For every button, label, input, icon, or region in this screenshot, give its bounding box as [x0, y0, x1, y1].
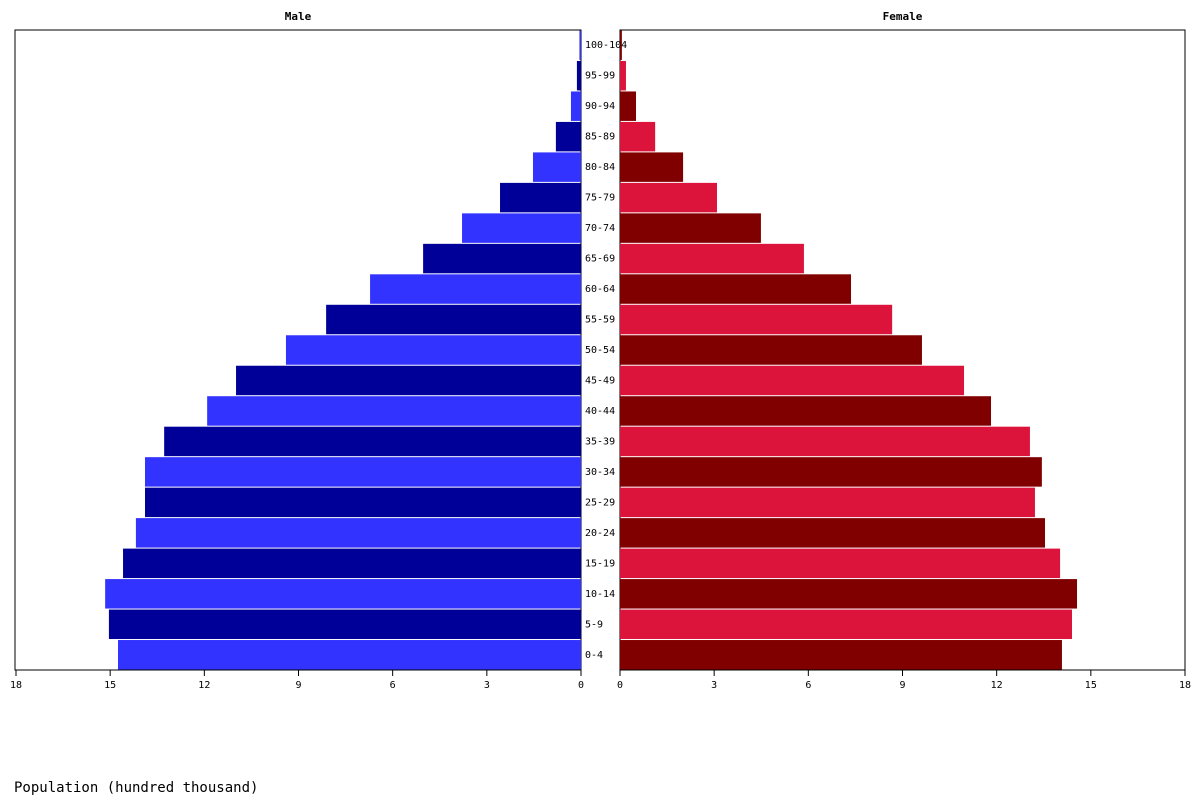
bar: [620, 487, 1035, 518]
x-tick-label: 18: [10, 680, 22, 691]
bar: [555, 121, 581, 152]
bar: [164, 426, 581, 457]
category-label: 65-69: [585, 254, 615, 265]
bar: [423, 243, 581, 274]
bar: [118, 640, 581, 670]
x-tick-label: 15: [104, 680, 116, 691]
x-tick-label: 3: [711, 680, 717, 691]
category-label: 50-54: [585, 345, 615, 356]
bar: [236, 365, 581, 396]
category-label: 55-59: [585, 315, 615, 326]
bar: [500, 182, 581, 213]
category-label: 30-34: [585, 467, 615, 478]
category-label: 0-4: [585, 650, 603, 661]
bar: [620, 396, 992, 426]
category-label: 90-94: [585, 101, 615, 112]
bar: [370, 274, 581, 304]
bar: [145, 457, 581, 487]
bar: [285, 335, 581, 365]
x-tick-label: 3: [484, 680, 490, 691]
category-label: 45-49: [585, 375, 615, 386]
panel-title: Male: [285, 10, 312, 23]
bar: [579, 30, 581, 60]
category-label: 10-14: [585, 589, 615, 600]
x-tick-label: 6: [805, 680, 811, 691]
x-tick-label: 15: [1085, 680, 1097, 691]
category-label: 25-29: [585, 497, 615, 508]
x-tick-label: 0: [617, 680, 623, 691]
x-tick-label: 12: [198, 680, 210, 691]
x-tick-label: 18: [1179, 680, 1191, 691]
bar: [620, 640, 1062, 670]
bar: [576, 60, 581, 91]
bar: [462, 213, 581, 243]
x-tick-label: 0: [578, 680, 584, 691]
bar: [620, 152, 684, 182]
x-tick-label: 9: [295, 680, 301, 691]
bar: [620, 426, 1030, 457]
category-label: 75-79: [585, 193, 615, 204]
category-label: 20-24: [585, 528, 615, 539]
category-label: 80-84: [585, 162, 615, 173]
x-tick-label: 9: [899, 680, 905, 691]
bar: [145, 487, 581, 518]
category-label: 15-19: [585, 558, 615, 569]
bar: [620, 335, 922, 365]
bar: [620, 182, 717, 213]
bar: [620, 91, 637, 121]
bar: [620, 548, 1061, 579]
bar: [620, 274, 852, 304]
bar: [620, 609, 1072, 640]
category-label: 100-104: [585, 40, 627, 51]
bar: [135, 518, 581, 548]
category-label: 70-74: [585, 223, 615, 234]
panel-title: Female: [883, 10, 923, 23]
category-label: 95-99: [585, 71, 615, 82]
bar: [207, 396, 582, 426]
category-label: 85-89: [585, 132, 615, 143]
category-label: 5-9: [585, 619, 603, 630]
bar: [620, 30, 622, 60]
bar: [620, 60, 626, 91]
axis-label: Population (hundred thousand): [14, 780, 258, 796]
bar: [326, 304, 581, 335]
bar: [532, 152, 581, 182]
category-label: 35-39: [585, 436, 615, 447]
bar: [620, 518, 1046, 548]
bar: [620, 121, 656, 152]
category-label: 60-64: [585, 284, 615, 295]
bar: [620, 457, 1042, 487]
bar: [620, 579, 1078, 609]
bar: [105, 579, 582, 609]
bar: [620, 243, 804, 274]
bar: [108, 609, 582, 640]
bar: [570, 91, 581, 121]
bar: [620, 365, 965, 396]
bar: [620, 213, 761, 243]
bar: [123, 548, 582, 579]
x-tick-label: 12: [991, 680, 1003, 691]
category-label: 40-44: [585, 406, 615, 417]
bar: [620, 304, 893, 335]
x-tick-label: 6: [390, 680, 396, 691]
